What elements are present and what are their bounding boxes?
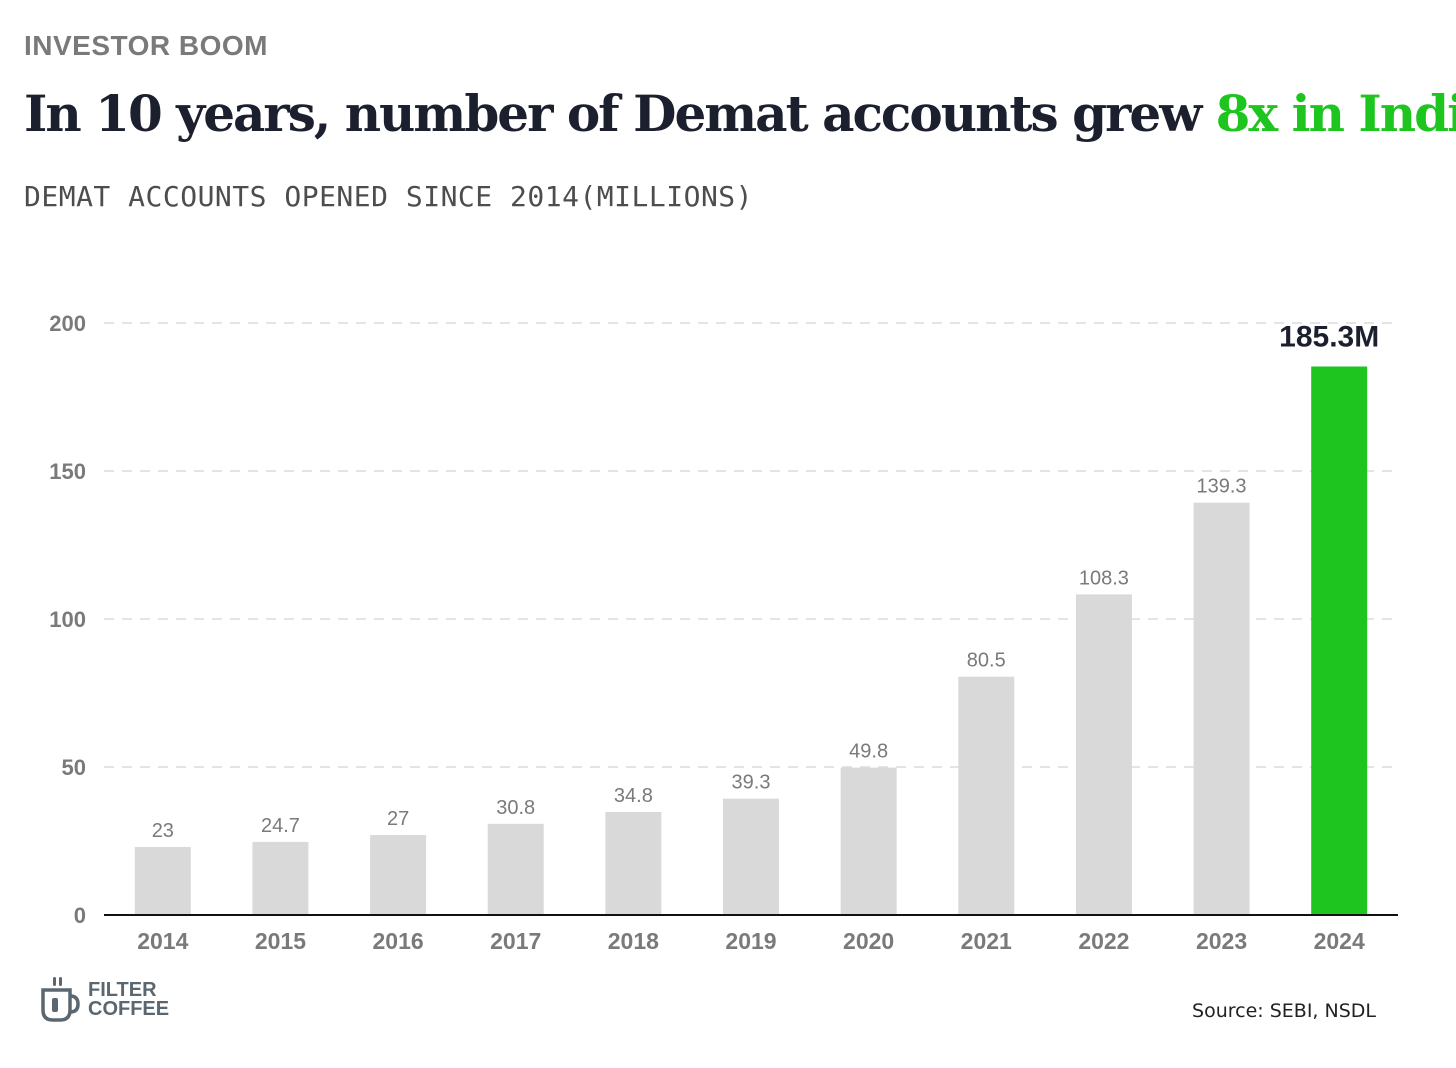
data-label-2017: 30.8: [496, 797, 535, 819]
x-axis: 2014 2015 2016 2017 2018 2019 2020 2021 2022 2023…: [104, 914, 1398, 954]
chart-kicker: INVESTOR BOOM: [24, 30, 269, 61]
bar-2017: [487, 823, 544, 915]
logo-line-2: COFFEE: [88, 998, 170, 1020]
data-labels: 23 24.7 27 30.8 34.8 39.3 49.8 80.5 108.3 139.3 18…: [152, 321, 1380, 842]
data-label-2018: 34.8: [614, 785, 653, 807]
data-label-2020: 49.8: [849, 741, 888, 763]
bar-2018: [605, 811, 662, 915]
bar-2022: [1075, 594, 1132, 915]
data-label-2022: 108.3: [1079, 567, 1129, 589]
x-tick-label-2024: 2024: [1314, 928, 1365, 954]
y-tick-label: 50: [62, 755, 86, 780]
bar-2020: [840, 767, 897, 915]
bar-2019: [723, 798, 779, 915]
x-tick-label-2021: 2021: [961, 928, 1012, 954]
y-tick-label: 0: [74, 903, 86, 928]
chart-title: In 10 years, number of Demat accounts gr…: [24, 84, 1456, 143]
bar-2016: [370, 835, 427, 915]
logo-line-1: FILTER: [88, 979, 157, 1001]
bar-2021: [958, 676, 1015, 915]
chart-subtitle: DEMAT ACCOUNTS OPENED SINCE 2014(MILLION…: [24, 180, 754, 213]
source-note: Source: SEBI, NSDL: [1192, 1000, 1376, 1022]
bar-2023: [1193, 502, 1250, 915]
bar-2024: [1311, 366, 1368, 916]
bars: [134, 366, 1368, 916]
x-tick-label-2022: 2022: [1078, 928, 1129, 954]
data-label-2021: 80.5: [967, 650, 1006, 672]
x-tick-label-2018: 2018: [608, 928, 659, 954]
coffee-cup-icon: [41, 977, 80, 1022]
x-tick-label-2019: 2019: [725, 928, 776, 954]
data-label-2014: 23: [152, 820, 174, 842]
title-main: In 10 years, number of Demat accounts gr…: [24, 84, 1216, 143]
data-label-2023: 139.3: [1197, 476, 1247, 498]
data-label-2019: 39.3: [732, 772, 771, 794]
data-label-2024: 185.3M: [1279, 321, 1379, 354]
y-tick-label: 200: [49, 311, 86, 336]
x-tick-label-2014: 2014: [137, 928, 188, 954]
bar-2015: [252, 841, 309, 915]
data-label-2015: 24.7: [261, 815, 300, 837]
bar-2014: [134, 846, 191, 915]
y-tick-label: 100: [49, 607, 86, 632]
y-tick-label: 150: [49, 459, 86, 484]
logo-text: FILTER COFFEE: [88, 979, 170, 1020]
title-accent: 8x in India: [1215, 84, 1456, 143]
y-axis: 0 50 100 150 200: [49, 311, 86, 928]
x-tick-label-2015: 2015: [255, 928, 306, 954]
data-label-2016: 27: [387, 808, 409, 830]
x-tick-label-2023: 2023: [1196, 928, 1247, 954]
filter-coffee-logo: FILTER COFFEE: [40, 976, 169, 1024]
x-tick-label-2017: 2017: [490, 928, 541, 954]
x-tick-label-2020: 2020: [843, 928, 894, 954]
x-tick-label-2016: 2016: [373, 928, 424, 954]
